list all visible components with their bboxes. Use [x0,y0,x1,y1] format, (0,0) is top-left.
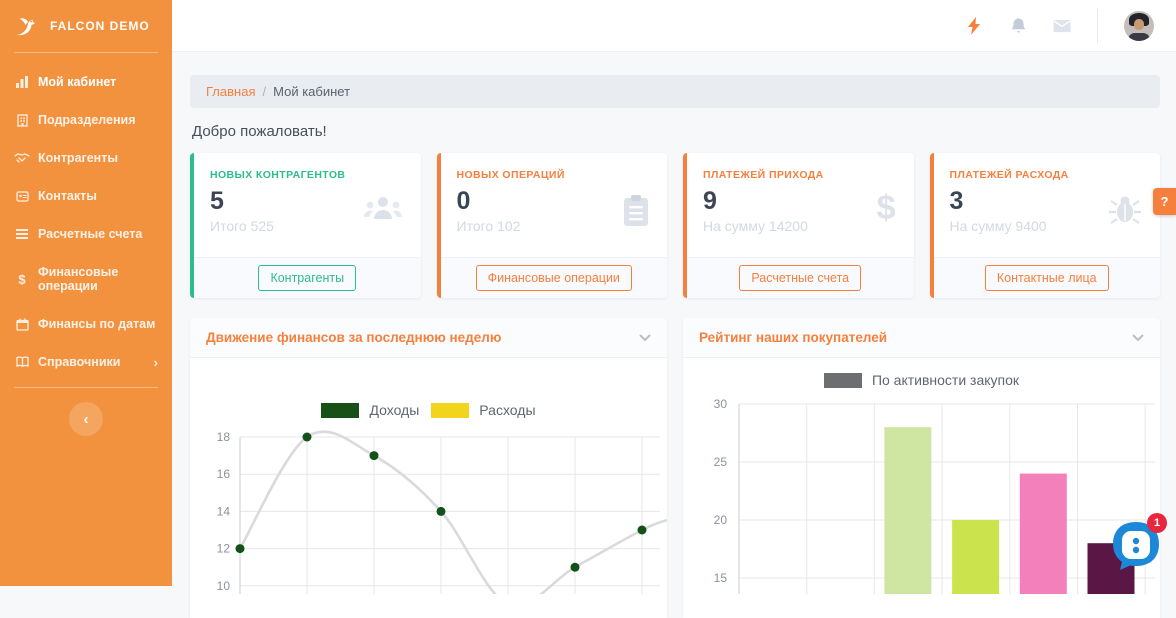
sidebar-item-finance-by-dates[interactable]: Финансы по датам [0,305,172,343]
rating-chart-legend: По активности закупок [683,372,1160,388]
bell-icon[interactable] [1009,17,1027,35]
sidebar-nav: Мой кабинет Подразделения Контрагенты Ко… [0,53,172,381]
breadcrumb-current: Мой кабинет [273,84,350,99]
bar-chart-icon [14,75,30,89]
bug-icon [1108,195,1142,230]
expenses-legend-swatch [431,403,469,418]
sidebar-item-my-cabinet[interactable]: Мой кабинет [0,63,172,101]
chevron-down-icon[interactable] [639,334,651,342]
charts-row: Движение финансов за последнюю неделю До… [190,318,1160,618]
chat-widget-button[interactable]: 1 [1109,519,1163,573]
activity-legend-swatch [824,373,862,388]
stat-subtitle: Итого 102 [457,218,652,234]
svg-text:18: 18 [217,430,231,444]
topbar [172,0,1176,52]
dollar-icon: $ [877,189,896,228]
sidebar-item-directories[interactable]: Справочники › [0,343,172,381]
sidebar: FALCON DEMO Мой кабинет Подразделения Ко… [0,0,172,586]
avatar[interactable] [1124,11,1154,41]
clipboard-icon [623,195,649,232]
accounts-button[interactable]: Расчетные счета [739,265,861,291]
svg-text:25: 25 [714,455,728,469]
topbar-divider [1097,9,1098,43]
logo[interactable]: FALCON DEMO [0,0,172,52]
sidebar-item-finance-operations[interactable]: $ Финансовые операции [0,253,172,305]
finance-chart-card: Движение финансов за последнюю неделю До… [190,318,667,618]
breadcrumb: Главная / Мой кабинет [190,75,1160,108]
chevron-right-icon: › [154,355,158,370]
bolt-icon[interactable] [965,17,983,35]
help-button[interactable]: ? [1153,188,1176,215]
chat-badge: 1 [1147,513,1167,533]
sidebar-item-accounts[interactable]: Расчетные счета [0,215,172,253]
building-icon [14,114,30,127]
stat-value: 0 [457,187,652,216]
contact-persons-button[interactable]: Контактные лица [985,265,1109,291]
users-icon [363,195,403,228]
list-icon [14,228,30,240]
stat-card-income-payments: ПЛАТЕЖЕЙ ПРИХОДА 9 На сумму 14200 $ Расч… [683,153,914,298]
breadcrumb-separator: / [262,84,266,99]
rating-chart-body: По активности закупок 30 25 20 15 [683,358,1160,618]
envelope-icon[interactable] [1053,17,1071,35]
sidebar-item-label: Подразделения [38,113,136,127]
falcon-bird-icon [14,13,42,39]
svg-text:12: 12 [217,542,231,556]
sidebar-item-label: Финансовые операции [38,265,158,293]
breadcrumb-home-link[interactable]: Главная [206,84,255,99]
sidebar-item-label: Финансы по датам [38,317,155,331]
rating-chart-card: Рейтинг наших покупателей По активности … [683,318,1160,618]
stat-card-new-operations: НОВЫХ ОПЕРАЦИЙ 0 Итого 102 Финансовые оп… [437,153,668,298]
svg-text:14: 14 [217,504,231,518]
stat-cards-row: НОВЫХ КОНТРАГЕНТОВ 5 Итого 525 Контраген… [190,153,1160,298]
finance-chart-title: Движение финансов за последнюю неделю [206,330,501,345]
sidebar-item-label: Контакты [38,189,97,203]
book-icon [14,356,30,368]
sidebar-item-contacts[interactable]: Контакты [0,177,172,215]
finance-chart-legend: Доходы Расходы [190,402,667,418]
stat-subtitle: На сумму 14200 [703,218,898,234]
sidebar-item-label: Расчетные счета [38,227,142,241]
app-title: FALCON DEMO [50,19,150,33]
dollar-icon: $ [14,272,30,287]
stat-value: 9 [703,187,898,216]
income-legend-label: Доходы [369,402,419,418]
stat-title: НОВЫХ КОНТРАГЕНТОВ [210,169,405,181]
stat-card-expense-payments: ПЛАТЕЖЕЙ РАСХОДА 3 На сумму 9400 Контакт… [930,153,1161,298]
counterparties-button[interactable]: Контрагенты [258,265,356,291]
activity-legend-label: По активности закупок [872,372,1019,388]
svg-text:30: 30 [714,397,728,411]
sidebar-item-departments[interactable]: Подразделения [0,101,172,139]
rating-chart-title: Рейтинг наших покупателей [699,330,887,345]
stat-title: ПЛАТЕЖЕЙ РАСХОДА [950,169,1145,181]
svg-text:16: 16 [217,467,231,481]
id-card-icon [14,190,30,203]
sidebar-divider [14,387,158,388]
stat-title: НОВЫХ ОПЕРАЦИЙ [457,169,652,181]
sidebar-item-label: Мой кабинет [38,75,116,89]
expenses-legend-label: Расходы [479,402,535,418]
stat-card-new-counterparties: НОВЫХ КОНТРАГЕНТОВ 5 Итого 525 Контраген… [190,153,421,298]
svg-text:15: 15 [714,571,728,585]
sidebar-item-counterparties[interactable]: Контрагенты [0,139,172,177]
avatar-face [1134,19,1144,30]
calendar-icon [14,318,30,331]
finance-operations-button[interactable]: Финансовые операции [476,265,632,291]
avatar-torso [1128,33,1150,41]
sidebar-collapse-button[interactable]: ‹ [69,402,103,436]
rating-bar-chart: 30 25 20 15 [683,358,1160,594]
sidebar-item-label: Контрагенты [38,151,118,165]
income-legend-swatch [321,403,359,418]
svg-text:20: 20 [714,513,728,527]
sidebar-item-label: Справочники [38,355,120,369]
page-title: Добро пожаловать! [192,123,1158,140]
chevron-down-icon[interactable] [1132,334,1144,342]
handshake-icon [14,152,30,164]
main-content: Главная / Мой кабинет Добро пожаловать! … [172,52,1176,586]
stat-title: ПЛАТЕЖЕЙ ПРИХОДА [703,169,898,181]
